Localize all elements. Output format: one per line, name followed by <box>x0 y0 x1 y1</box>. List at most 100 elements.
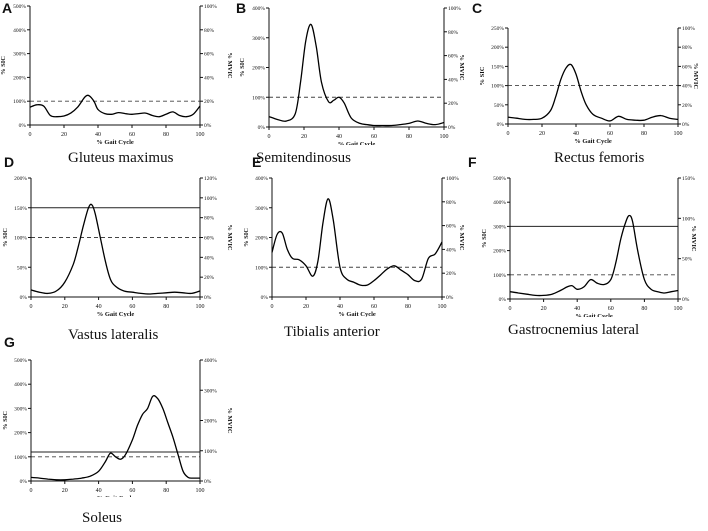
x-tick-label: 60 <box>129 304 135 310</box>
y-axis-label-right: % MVIC <box>226 407 233 433</box>
chart-tibialis-anterior: 0 20 40 60 80 100 0% 100% 200% 300% 400% 0% 20% 40% 60… <box>243 176 465 318</box>
y-left-tick-label: 300% <box>493 224 506 230</box>
chart-vastus-lateralis: 0 20 40 60 80 100 0% 50% 100% 150% 200% 0% 20% 40% 60%… <box>2 176 233 318</box>
panel-d: D 0 20 40 60 80 100 0% 50% 100% 150% 200% 0% 20% 40% 6… <box>0 154 236 352</box>
x-tick-label: 80 <box>163 488 169 494</box>
y-right-tick-label: 60% <box>446 224 457 230</box>
y-axis-label-right: % MVIC <box>226 224 233 250</box>
y-left-tick-label: 500% <box>493 176 506 182</box>
y-right-tick-label: 40% <box>204 255 215 261</box>
y-right-tick-label: 100% <box>446 176 459 182</box>
y-right-tick-label: 80% <box>682 45 693 51</box>
y-axis-label-right: % MVIC <box>458 54 465 80</box>
y-left-tick-label: 400% <box>493 200 506 206</box>
y-axis-label-left: % SIC <box>479 66 486 85</box>
chart-gluteus-maximus: 0 20 40 60 80 100 0% 100% 200% 300% 400% 500% 0% 20% 4… <box>0 4 233 146</box>
y-left-tick-label: 300% <box>255 206 268 212</box>
y-axis-label-right: % MVIC <box>692 63 699 89</box>
x-tick-label: 60 <box>608 306 614 312</box>
y-left-tick-label: 500% <box>13 4 26 10</box>
y-axis-label-left: % SIC <box>2 411 9 430</box>
y-right-tick-label: 60% <box>204 236 215 242</box>
emg-series-line <box>271 198 443 287</box>
y-right-tick-label: 60% <box>682 64 693 70</box>
x-tick-label: 100 <box>438 304 447 310</box>
x-tick-label: 100 <box>440 134 449 140</box>
x-tick-label: 40 <box>337 304 343 310</box>
emg-series-line <box>268 23 445 127</box>
x-tick-label: 100 <box>196 132 205 138</box>
y-right-tick-label: 80% <box>448 30 459 36</box>
y-left-tick-label: 200% <box>14 431 27 437</box>
y-axis-label-left: % SIC <box>239 58 246 77</box>
y-left-tick-label: 200% <box>252 66 265 72</box>
y-left-tick-label: 100% <box>493 273 506 279</box>
x-tick-label: 0 <box>509 306 512 312</box>
y-right-tick-label: 0% <box>682 122 690 128</box>
y-right-tick-label: 20% <box>204 275 215 281</box>
x-tick-label: 40 <box>96 488 102 494</box>
y-left-tick-label: 300% <box>14 406 27 412</box>
y-left-tick-label: 400% <box>14 382 27 388</box>
x-tick-label: 60 <box>371 304 377 310</box>
y-left-tick-label: 400% <box>13 28 26 34</box>
chart-title-g: Soleus <box>82 510 123 526</box>
y-right-tick-label: 100% <box>204 196 217 202</box>
x-tick-label: 60 <box>607 131 613 137</box>
x-tick-label: 40 <box>96 304 102 310</box>
x-tick-label: 80 <box>405 304 411 310</box>
y-left-tick-label: 0% <box>258 125 266 131</box>
y-left-tick-label: 0% <box>20 479 28 485</box>
y-right-tick-label: 80% <box>204 216 215 222</box>
x-axis-label: % Gait Cycle <box>97 311 135 317</box>
x-tick-label: 60 <box>129 132 135 138</box>
y-right-tick-label: 100% <box>204 449 217 455</box>
y-right-tick-label: 50% <box>682 257 693 263</box>
x-tick-label: 20 <box>541 306 547 312</box>
y-left-tick-label: 200% <box>493 249 506 255</box>
panel-letter-g: G <box>4 334 15 350</box>
x-tick-label: 80 <box>163 304 169 310</box>
y-left-tick-label: 400% <box>252 6 265 12</box>
y-right-tick-label: 100% <box>682 216 695 222</box>
y-right-tick-label: 0% <box>682 297 690 303</box>
x-tick-label: 40 <box>574 306 580 312</box>
emg-series-line <box>509 214 679 297</box>
chart-title-c: Rectus femoris <box>554 150 645 166</box>
y-left-tick-label: 100% <box>252 95 265 101</box>
y-left-tick-label: 500% <box>14 358 27 364</box>
chart-rectus-femoris: 0 20 40 60 80 100 0% 50% 100% 150% 200% 250% 0% 20% 40… <box>479 26 699 145</box>
x-tick-label: 0 <box>507 131 510 137</box>
x-axis-label: % Gait Cycle <box>96 139 134 145</box>
y-right-tick-label: 60% <box>448 54 459 60</box>
y-right-tick-label: 60% <box>204 52 215 58</box>
y-left-tick-label: 200% <box>14 176 27 182</box>
y-right-tick-label: 80% <box>446 200 457 206</box>
x-tick-label: 20 <box>539 131 545 137</box>
x-tick-label: 100 <box>674 306 683 312</box>
y-right-tick-label: 40% <box>448 77 459 83</box>
x-tick-label: 0 <box>268 134 271 140</box>
x-tick-label: 100 <box>674 131 683 137</box>
y-left-tick-label: 50% <box>494 103 505 109</box>
x-tick-label: 60 <box>129 488 135 494</box>
chart-soleus: 0 20 40 60 80 100 0% 100% 200% 300% 400% 500% 0% 100%… <box>2 358 233 502</box>
panel-letter-e: E <box>252 154 262 170</box>
y-right-tick-label: 120% <box>204 176 217 182</box>
x-tick-label: 0 <box>29 132 32 138</box>
panel-letter-f: F <box>468 154 477 170</box>
chart-title-a: Gluteus maximus <box>68 150 174 166</box>
y-left-tick-label: 0% <box>497 122 505 128</box>
y-right-tick-label: 150% <box>682 176 695 182</box>
x-tick-label: 20 <box>61 132 67 138</box>
panel-g: G 0 20 40 60 80 100 0% 100% 200% 300% 400% 500% 0% 10… <box>0 334 236 531</box>
x-tick-label: 40 <box>336 134 342 140</box>
chart-gastrocnemius-lateral: 0 20 40 60 80 100 0% 100% 200% 300% 400% 500% 0% 50% 1… <box>481 176 697 320</box>
x-tick-label: 0 <box>30 304 33 310</box>
x-tick-label: 40 <box>573 131 579 137</box>
chart-title-d: Vastus lateralis <box>68 327 159 343</box>
y-right-tick-label: 100% <box>448 6 461 12</box>
panel-c: C 0 20 40 60 80 100 0% 50% 100% 150% 200% 250% 0% 20%… <box>472 0 708 172</box>
y-right-tick-label: 40% <box>204 75 215 81</box>
y-right-tick-label: 0% <box>204 295 212 301</box>
